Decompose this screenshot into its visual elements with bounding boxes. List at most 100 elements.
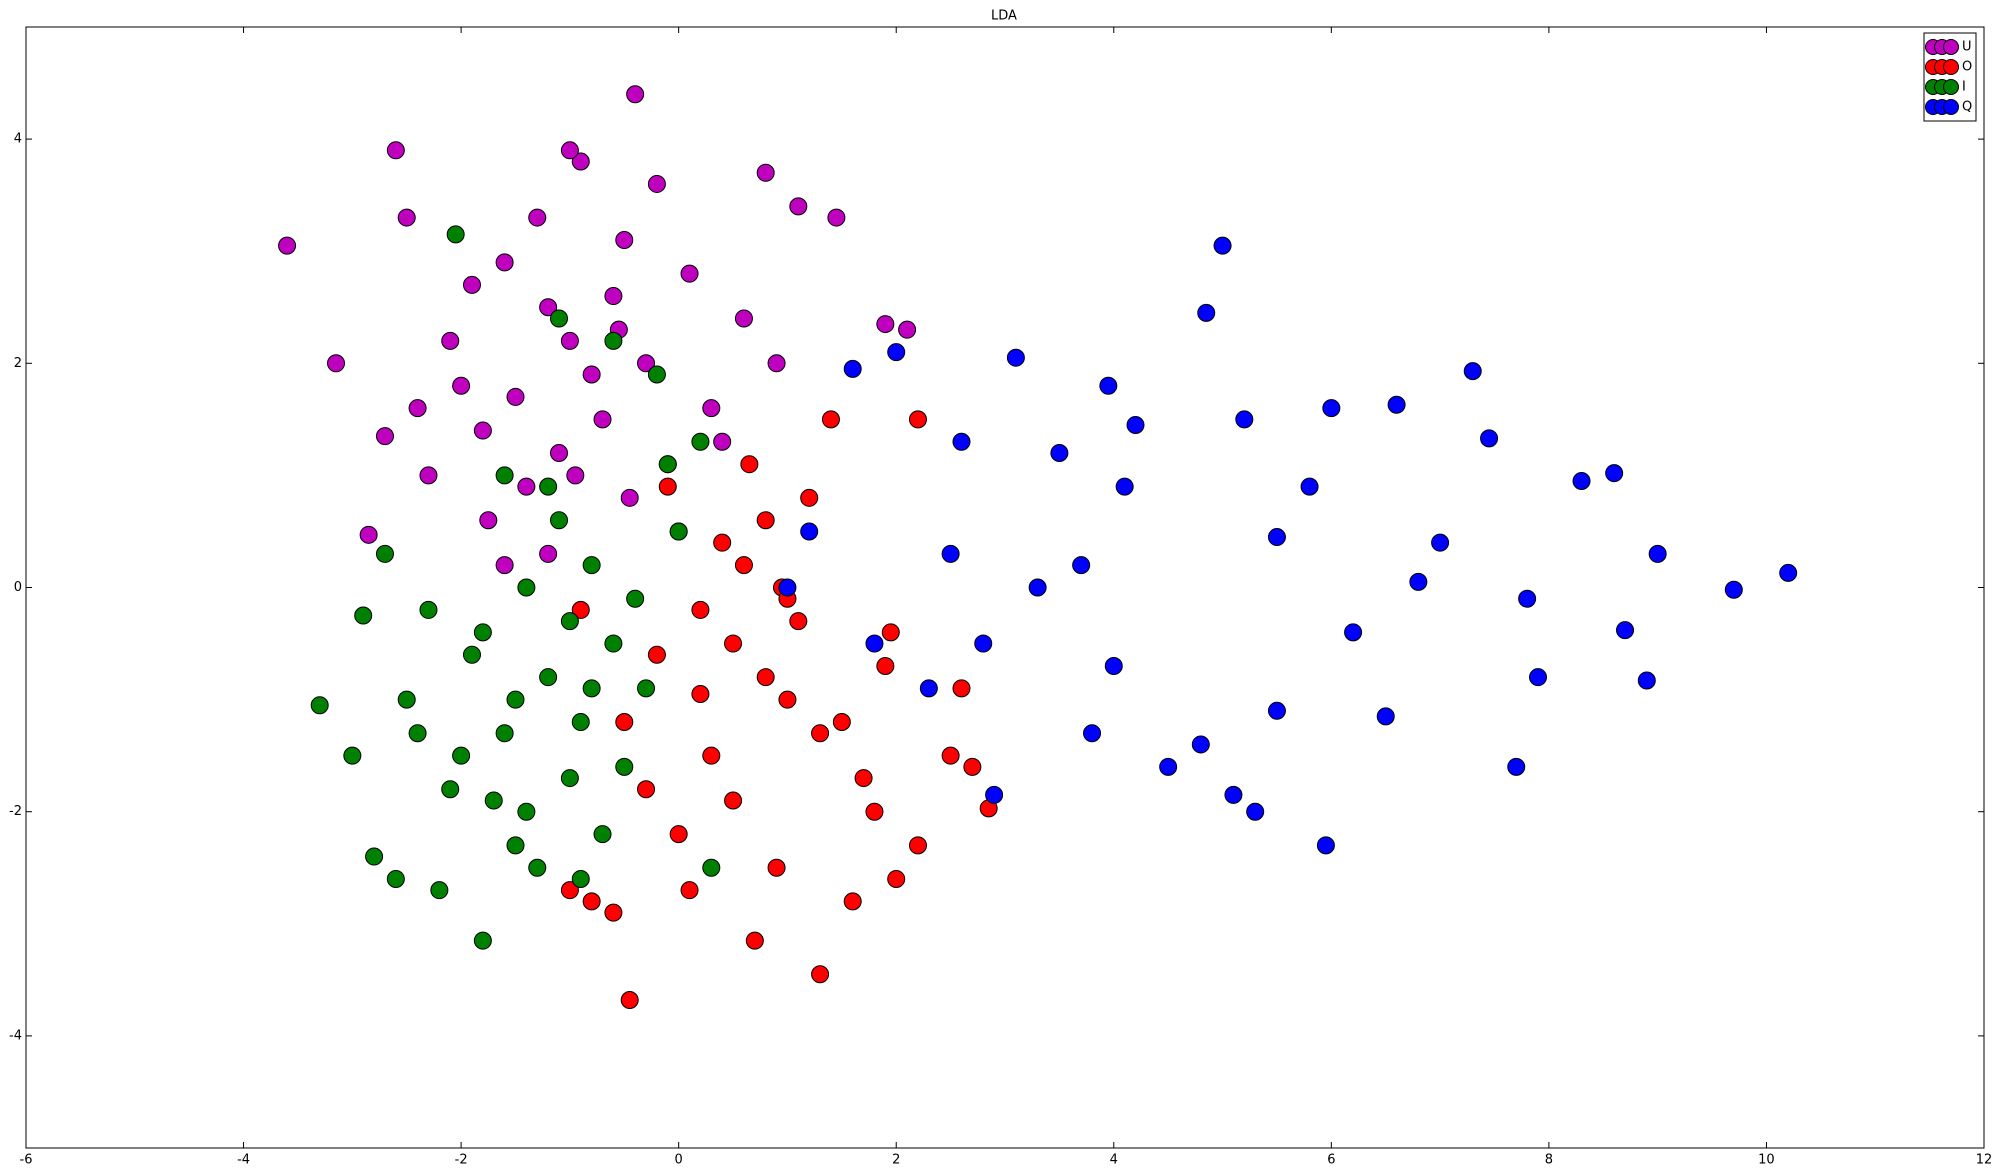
point xyxy=(560,881,579,900)
point xyxy=(691,432,710,451)
point xyxy=(952,679,971,698)
x-tick-label: 4 xyxy=(1110,1153,1118,1168)
point xyxy=(528,208,547,227)
point xyxy=(593,825,612,844)
point xyxy=(1518,589,1537,608)
point xyxy=(386,869,405,888)
point xyxy=(560,769,579,788)
point xyxy=(740,455,759,474)
point xyxy=(1115,477,1134,496)
point xyxy=(397,208,416,227)
point xyxy=(1126,415,1145,434)
point xyxy=(908,410,927,429)
point xyxy=(1006,348,1025,367)
point xyxy=(637,780,656,799)
point xyxy=(582,892,601,911)
point xyxy=(887,343,906,362)
point xyxy=(1616,621,1635,640)
point xyxy=(484,791,503,810)
point xyxy=(680,264,699,283)
point xyxy=(506,836,525,855)
point xyxy=(1197,303,1216,322)
point xyxy=(560,331,579,350)
point xyxy=(647,365,666,384)
point xyxy=(789,612,808,631)
point xyxy=(658,477,677,496)
point xyxy=(408,724,427,743)
chart-title: LDA xyxy=(991,9,1017,24)
point xyxy=(1316,836,1335,855)
point xyxy=(1431,533,1450,552)
point xyxy=(343,746,362,765)
point xyxy=(1376,707,1395,726)
point xyxy=(495,466,514,485)
point xyxy=(1637,671,1656,690)
x-tick-label: 8 xyxy=(1545,1153,1553,1168)
point xyxy=(604,634,623,653)
point xyxy=(669,522,688,541)
point xyxy=(767,354,786,373)
point xyxy=(620,488,639,507)
point xyxy=(832,713,851,732)
point xyxy=(539,298,558,317)
point xyxy=(647,174,666,193)
point xyxy=(876,656,895,675)
point xyxy=(1529,668,1548,687)
x-tick-label: 0 xyxy=(675,1153,683,1168)
point xyxy=(898,320,917,339)
point xyxy=(1480,429,1499,448)
point xyxy=(1191,735,1210,754)
plot-frame xyxy=(25,26,1985,1149)
point xyxy=(473,421,492,440)
point xyxy=(941,746,960,765)
point xyxy=(724,791,743,810)
point xyxy=(1267,528,1286,547)
point xyxy=(419,600,438,619)
point xyxy=(1224,785,1243,804)
point xyxy=(539,668,558,687)
point xyxy=(539,544,558,563)
point xyxy=(854,769,873,788)
point xyxy=(386,141,405,160)
point xyxy=(1322,399,1341,418)
point xyxy=(593,410,612,429)
x-tick-label: -4 xyxy=(237,1153,250,1168)
point xyxy=(604,287,623,306)
point xyxy=(1072,556,1091,575)
point xyxy=(604,331,623,350)
point xyxy=(473,931,492,950)
point xyxy=(550,309,569,328)
point xyxy=(375,427,394,446)
point xyxy=(452,746,471,765)
legend-marker xyxy=(1943,79,1959,95)
point xyxy=(430,881,449,900)
point xyxy=(517,802,536,821)
point xyxy=(669,825,688,844)
point xyxy=(582,365,601,384)
point xyxy=(713,432,732,451)
point xyxy=(734,309,753,328)
point xyxy=(767,858,786,877)
point xyxy=(479,511,498,530)
point xyxy=(1235,410,1254,429)
point xyxy=(550,443,569,462)
point xyxy=(495,724,514,743)
point xyxy=(985,785,1004,804)
point xyxy=(778,578,797,597)
point xyxy=(952,432,971,451)
point xyxy=(571,869,590,888)
point xyxy=(571,152,590,171)
point xyxy=(1050,443,1069,462)
point xyxy=(887,869,906,888)
point xyxy=(517,578,536,597)
point xyxy=(506,690,525,709)
point xyxy=(881,623,900,642)
point xyxy=(462,275,481,294)
point xyxy=(691,684,710,703)
point xyxy=(310,696,329,715)
point xyxy=(615,230,634,249)
point xyxy=(517,477,536,496)
y-tick-label: 2 xyxy=(14,356,22,371)
point xyxy=(745,931,764,950)
